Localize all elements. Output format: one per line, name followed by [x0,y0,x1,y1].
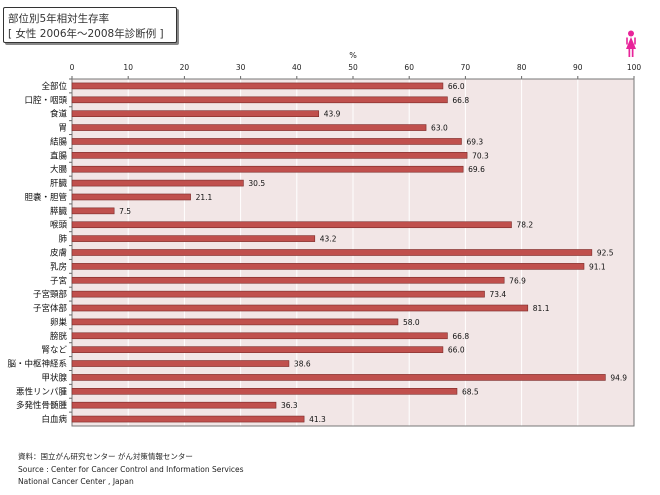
bar [71,249,593,256]
value-label: 94.9 [610,373,627,382]
category-label: 大腸 [50,164,68,175]
category-label: 甲状腺 [41,372,67,383]
value-label: 66.0 [448,82,465,91]
category-label: 子宮頸部 [33,289,68,300]
value-label: 70.3 [472,151,489,160]
value-label: 41.3 [309,415,326,424]
value-label: 43.9 [324,110,341,119]
x-tick-label: 100 [627,63,642,72]
bar [71,332,448,340]
bar [71,124,427,131]
category-label: 皮膚 [50,248,67,259]
category-label: 子宮体部 [33,303,68,314]
bar [71,221,512,229]
x-tick-label: 90 [573,63,583,72]
category-label: 悪性リンパ腫 [16,386,68,397]
category-label: 肺 [58,235,67,245]
bar [71,96,448,104]
value-label: 63.0 [431,124,448,133]
value-label: 73.4 [490,290,507,299]
bar [71,415,305,423]
bar [71,82,444,90]
bar [71,360,290,367]
x-tick-label: 0 [70,63,75,72]
bar [71,235,316,242]
bar [71,179,244,187]
value-label: 69.6 [468,165,485,174]
chart-title: 部位別5年相対生存率 [8,13,110,25]
value-label: 69.3 [466,137,483,146]
x-tick-label: 30 [236,63,246,72]
category-label: 膵臓 [50,206,68,217]
bar [71,387,458,395]
category-label: 卵巣 [50,317,68,328]
category-label: 喉頭 [50,220,68,231]
value-label: 76.9 [509,276,526,285]
category-label: 口腔・咽頭 [24,95,67,106]
bar [71,374,606,381]
bar [71,304,529,312]
value-label: 91.1 [589,262,606,271]
x-tick-label: 10 [123,63,133,72]
category-label: 脳・中枢神経系 [7,359,67,370]
bar [71,401,277,409]
x-tick-label: 50 [348,63,358,72]
x-unit-label: % [349,51,357,60]
value-label: 7.5 [119,207,131,216]
bar [71,110,320,117]
value-label: 30.5 [248,179,265,188]
bar [71,138,462,145]
value-label: 38.6 [294,360,311,369]
category-label: 多発性骨髄腫 [16,400,68,411]
woman-icon [626,30,636,57]
bar [71,290,485,298]
value-label: 58.0 [403,318,420,327]
value-label: 81.1 [533,304,550,313]
x-tick-label: 40 [292,63,302,72]
bar [71,276,505,284]
x-tick-label: 80 [517,63,527,72]
category-label: 胆嚢・胆管 [24,192,67,203]
bar [71,152,468,159]
source-line: National Cancer Center , Japan [18,477,134,486]
bar [71,207,115,215]
bar [71,346,444,353]
category-label: 白血病 [41,414,67,425]
bar [71,165,464,173]
value-label: 78.2 [516,221,533,230]
bar [71,193,191,201]
bar [71,318,399,326]
category-label: 食道 [50,109,68,120]
source-line: 資料：国立がん研究センター がん対策情報センター [18,452,193,461]
value-label: 66.8 [452,96,469,105]
x-tick-label: 70 [461,63,471,72]
category-label: 乳房 [50,261,67,272]
value-label: 43.2 [320,235,337,244]
category-label: 結腸 [50,136,68,147]
value-label: 21.1 [196,193,213,202]
category-label: 全部位 [41,81,67,92]
category-label: 腎など [41,346,67,356]
value-label: 68.5 [462,387,479,396]
category-label: 胃 [58,124,67,134]
category-label: 膀胱 [50,331,68,342]
category-label: 肝臓 [50,178,68,189]
source-line: Source : Center for Cancer Control and I… [18,465,244,474]
bar [71,263,585,270]
value-label: 92.5 [597,249,614,258]
value-label: 66.0 [448,346,465,355]
chart-title-box: 部位別5年相対生存率 [ 女性 2006年～2008年診断例 ] [3,7,177,43]
value-label: 36.3 [281,401,298,410]
x-tick-label: 20 [180,63,190,72]
category-label: 直腸 [50,150,68,161]
x-tick-label: 60 [404,63,414,72]
category-label: 子宮 [50,275,67,286]
value-label: 66.8 [452,332,469,341]
chart-subtitle: [ 女性 2006年～2008年診断例 ] [8,28,164,40]
